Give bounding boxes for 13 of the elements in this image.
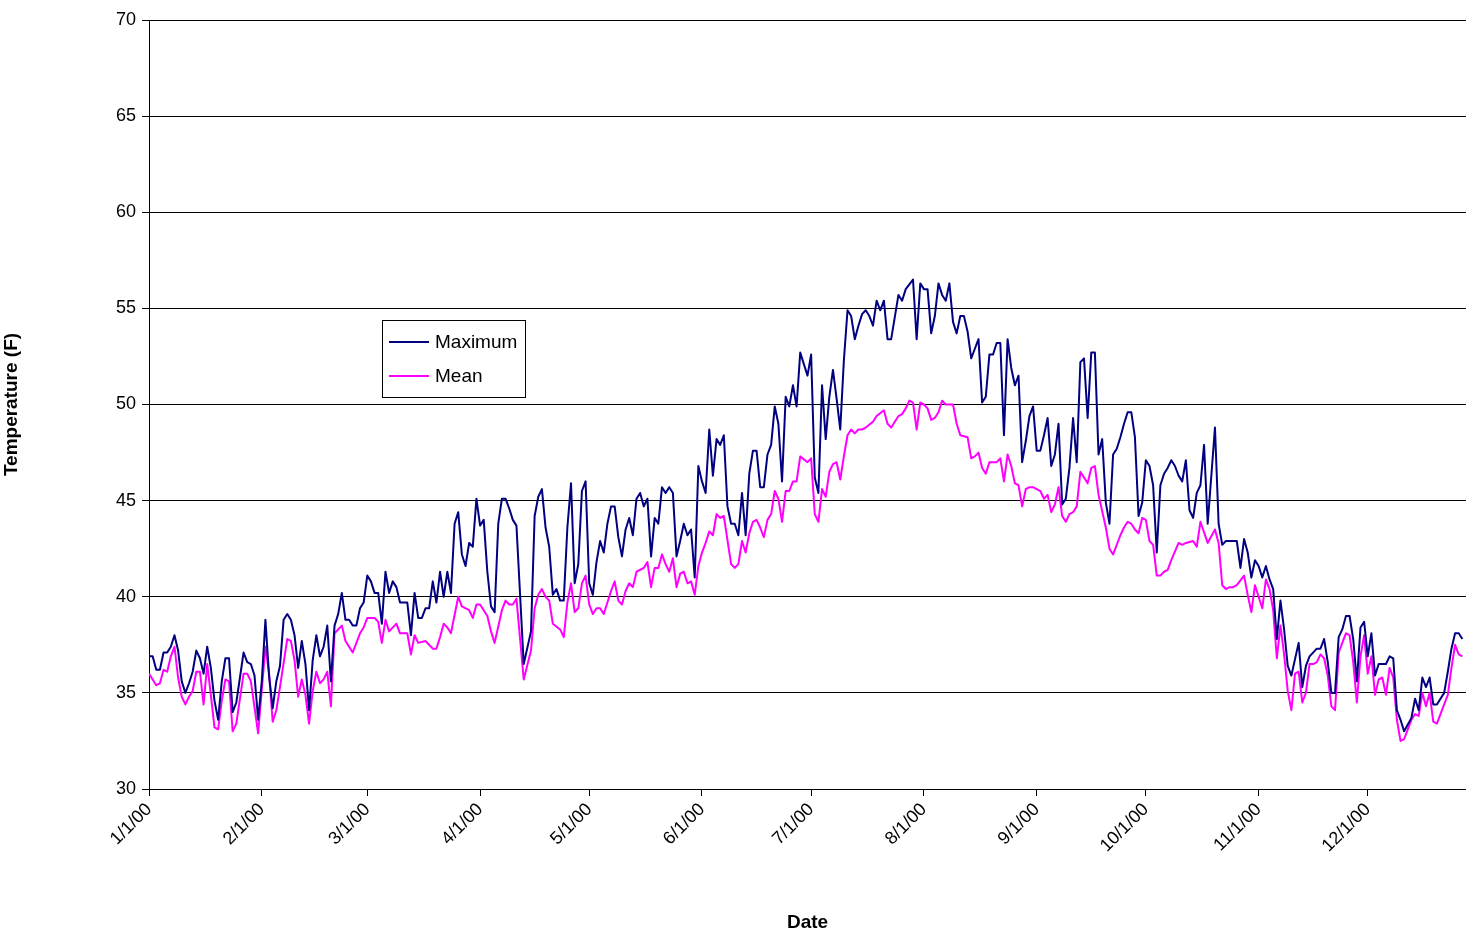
y-tick-label: 30 [115,777,136,798]
y-axis-title: Temperature (F) [0,332,21,477]
legend-label: Maximum [435,331,518,353]
x-axis-title: Date [786,910,829,932]
y-tick-label: 55 [115,297,136,318]
y-tick-label: 40 [115,585,136,606]
legend-label: Mean [435,365,483,387]
y-tick-label: 70 [115,8,136,29]
y-tick-label: 45 [115,489,136,510]
y-tick-label: 50 [115,393,136,414]
y-tick-label: 35 [115,681,136,702]
y-tick-label: 65 [115,105,136,126]
y-tick-label: 60 [115,201,136,222]
